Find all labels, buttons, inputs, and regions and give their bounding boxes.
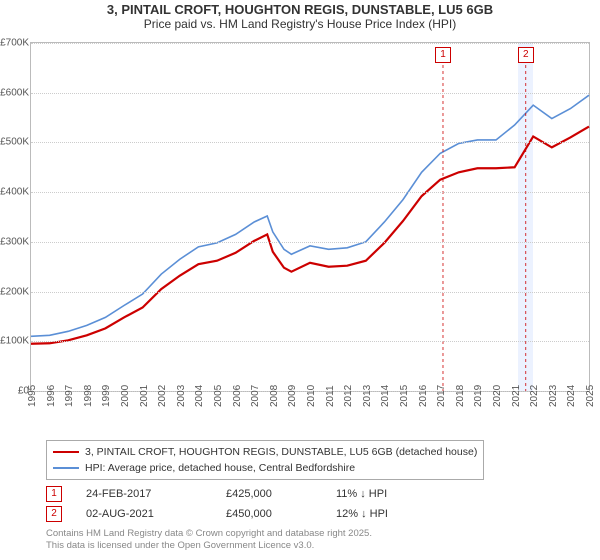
- legend-swatch: [53, 467, 79, 469]
- legend-label: 3, PINTAIL CROFT, HOUGHTON REGIS, DUNSTA…: [85, 444, 477, 460]
- price-chart: £0£100K£200K£300K£400K£500K£600K£700K199…: [30, 42, 590, 392]
- sales-table: 1 24-FEB-2017 £425,000 11% ↓ HPI 2 02-AU…: [46, 484, 388, 524]
- footer-line-1: Contains HM Land Registry data © Crown c…: [46, 528, 372, 540]
- sale-price: £425,000: [226, 488, 336, 500]
- legend-item: HPI: Average price, detached house, Cent…: [53, 460, 477, 476]
- title-line-1: 3, PINTAIL CROFT, HOUGHTON REGIS, DUNSTA…: [0, 2, 600, 17]
- footer-attribution: Contains HM Land Registry data © Crown c…: [46, 528, 372, 552]
- legend-swatch: [53, 451, 79, 453]
- sale-delta: 12% ↓ HPI: [336, 508, 388, 520]
- sale-date: 24-FEB-2017: [86, 488, 226, 500]
- footer-line-2: This data is licensed under the Open Gov…: [46, 540, 372, 552]
- sale-date: 02-AUG-2021: [86, 508, 226, 520]
- legend-label: HPI: Average price, detached house, Cent…: [85, 460, 355, 476]
- chart-svg: [31, 43, 589, 391]
- sale-row: 1 24-FEB-2017 £425,000 11% ↓ HPI: [46, 484, 388, 504]
- sale-delta: 11% ↓ HPI: [336, 488, 387, 500]
- sale-row: 2 02-AUG-2021 £450,000 12% ↓ HPI: [46, 504, 388, 524]
- title-line-2: Price paid vs. HM Land Registry's House …: [0, 17, 600, 31]
- chart-title-block: 3, PINTAIL CROFT, HOUGHTON REGIS, DUNSTA…: [0, 0, 600, 31]
- sale-marker-icon: 2: [46, 506, 62, 522]
- legend: 3, PINTAIL CROFT, HOUGHTON REGIS, DUNSTA…: [46, 440, 484, 480]
- legend-item: 3, PINTAIL CROFT, HOUGHTON REGIS, DUNSTA…: [53, 444, 477, 460]
- sale-price: £450,000: [226, 508, 336, 520]
- sale-marker-icon: 1: [46, 486, 62, 502]
